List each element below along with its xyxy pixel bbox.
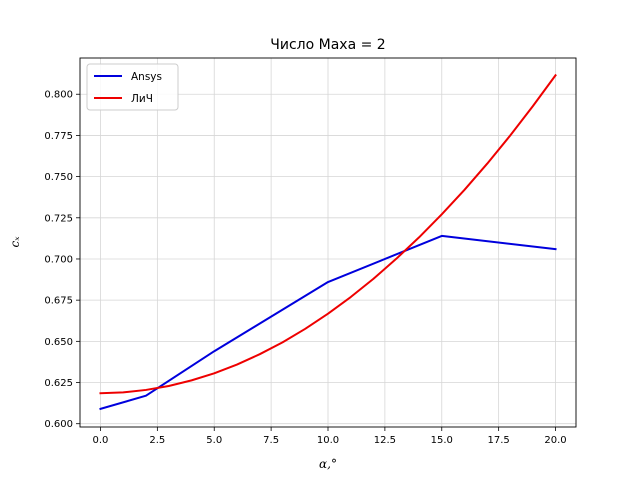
y-axis-ticks: 0.600 0.625 0.650 0.675 0.700 0.725 0.750 0.775… — [44, 90, 80, 430]
chart-title: Число Маха = 2 — [270, 37, 385, 53]
x-tick-label: 7.5 — [263, 435, 279, 446]
x-tick-label: 15.0 — [431, 435, 453, 446]
x-axis-label: α,° — [319, 457, 337, 471]
x-tick-label: 17.5 — [488, 435, 510, 446]
series-line-series-2 — [99, 73, 557, 395]
y-axis-label: cₓ — [8, 236, 22, 248]
y-tick-label: 0.675 — [44, 296, 73, 307]
y-tick-label: 0.700 — [44, 254, 73, 265]
legend-label: ЛиЧ — [131, 93, 153, 105]
legend-label: Ansys — [131, 71, 162, 83]
x-tick-label: 5.0 — [206, 435, 222, 446]
x-axis-ticks: 0.0 2.5 5.0 7.5 10.0 12.5 15.0 17.5 20.0 — [93, 427, 567, 446]
y-tick-label: 0.650 — [44, 337, 73, 348]
x-tick-label: 12.5 — [374, 435, 396, 446]
x-tick-label: 2.5 — [149, 435, 165, 446]
legend: Ansys ЛиЧ — [86, 63, 179, 111]
y-tick-label: 0.600 — [44, 419, 73, 430]
x-tick-label: 10.0 — [317, 435, 339, 446]
grid-lines — [80, 58, 576, 427]
y-tick-label: 0.775 — [44, 131, 73, 142]
series-line-ansys — [99, 234, 557, 411]
y-tick-label: 0.725 — [44, 213, 73, 224]
y-tick-label: 0.750 — [44, 172, 73, 183]
y-tick-label: 0.800 — [44, 90, 73, 101]
x-tick-label: 20.0 — [544, 435, 566, 446]
series-layer — [99, 73, 557, 411]
y-tick-label: 0.625 — [44, 378, 73, 389]
x-tick-label: 0.0 — [93, 435, 109, 446]
